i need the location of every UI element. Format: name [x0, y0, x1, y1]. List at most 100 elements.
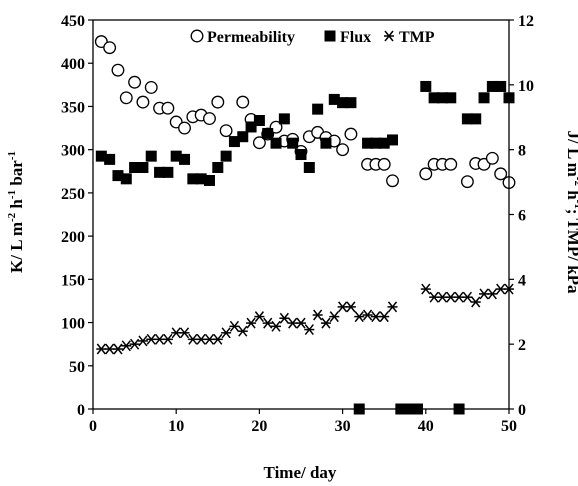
- y-right-tick-label: 10: [518, 78, 534, 95]
- y-left-tick-label: 100: [61, 316, 85, 333]
- flux-point: [145, 150, 157, 162]
- y-right-tick-label: 8: [518, 143, 526, 160]
- legend: Permeability Flux TMP: [190, 29, 435, 46]
- tmp-point: [271, 320, 282, 332]
- permeability-point: [386, 174, 399, 188]
- flux-point: [270, 137, 282, 149]
- permeability-point: [211, 95, 225, 109]
- flux-point: [170, 150, 182, 162]
- legend-flux-marker: [324, 30, 336, 42]
- y-left-tick-label: 150: [61, 272, 85, 289]
- y-left-tick-label: 400: [61, 56, 85, 73]
- permeability-point: [161, 101, 175, 115]
- y-left-tick-label: 250: [61, 186, 85, 203]
- y-left-tick-label: 450: [61, 13, 85, 30]
- ticks-layer: 0 10 20 30 40 5005010015020025030035040045002…: [61, 13, 534, 435]
- flux-point: [120, 173, 132, 185]
- permeability-point: [203, 112, 216, 125]
- permeability-point: [178, 121, 191, 135]
- legend-tmp-marker: [384, 30, 394, 42]
- permeability-point: [344, 127, 358, 141]
- tmp-point: [254, 311, 265, 323]
- flux-point: [195, 173, 207, 185]
- flux-point: [212, 161, 224, 173]
- tmp-point: [462, 291, 473, 303]
- flux-point: [478, 92, 490, 104]
- flux-point: [436, 92, 448, 104]
- flux-point: [245, 121, 257, 133]
- permeability-point: [485, 151, 499, 165]
- y-right-tick-label: 4: [518, 272, 526, 289]
- flux-point: [237, 131, 249, 143]
- flux-point: [312, 103, 324, 115]
- flux-point: [428, 92, 440, 104]
- flux-point: [179, 153, 191, 165]
- flux-point: [328, 93, 340, 105]
- tmp-point: [162, 333, 173, 345]
- y-left-tick-label: 50: [69, 359, 85, 376]
- tmp-point: [112, 343, 123, 355]
- flux-point: [112, 170, 124, 182]
- tmp-point: [420, 283, 431, 295]
- permeability-point: [444, 157, 458, 171]
- flux-point: [303, 161, 315, 173]
- flux-point: [129, 161, 141, 173]
- permeability-point: [419, 167, 433, 181]
- permeability-point: [252, 136, 266, 150]
- flux-point: [320, 137, 332, 149]
- legend-tmp-label: TMP: [399, 29, 435, 46]
- y-right-tick-label: 12: [518, 13, 534, 30]
- permeability-point: [144, 80, 158, 94]
- y-right-tick-label: 0: [518, 402, 526, 419]
- y-left-axis-title: K/ L m-2 h-1 bar-1: [6, 151, 26, 273]
- plot-frame: [92, 19, 510, 410]
- permeability-point: [460, 175, 474, 189]
- permeability-point: [128, 75, 142, 89]
- tmp-point: [121, 340, 132, 352]
- tmp-point: [304, 324, 315, 336]
- x-tick-label: 30: [335, 418, 351, 435]
- tmp-point: [345, 301, 356, 313]
- tmp-point: [379, 311, 390, 323]
- flux-point: [228, 136, 240, 148]
- tmp-point: [387, 301, 398, 313]
- permeability-point: [103, 41, 117, 55]
- flux-point: [345, 97, 357, 109]
- x-axis-title: Time/ day: [264, 463, 337, 482]
- tmp-point: [137, 335, 148, 347]
- flux-point: [295, 149, 307, 161]
- flux-point: [262, 127, 274, 139]
- permeability-point: [119, 91, 133, 105]
- tmp-point: [279, 312, 290, 324]
- permeability-point: [136, 95, 150, 109]
- tmp-point: [362, 309, 373, 321]
- y-left-tick-label: 300: [61, 143, 85, 160]
- flux-point: [486, 80, 498, 92]
- marks-layer: [94, 35, 516, 415]
- tmp-point: [320, 317, 331, 329]
- tmp-point: [487, 288, 498, 300]
- permeability-point: [336, 143, 350, 157]
- flux-point: [104, 153, 116, 165]
- y-right-axis-title: J/ L m-2 h-1; TMP/ kPa: [564, 130, 578, 294]
- tmp-point: [221, 327, 232, 339]
- tmp-point: [212, 333, 223, 345]
- flux-point: [154, 166, 166, 178]
- y-left-tick-label: 200: [61, 229, 85, 246]
- tmp-point: [229, 320, 240, 332]
- permeability-point: [111, 63, 125, 77]
- flux-point: [470, 113, 482, 125]
- y-right-tick-label: 6: [518, 208, 526, 225]
- legend-flux-label: Flux: [340, 29, 371, 46]
- tmp-point: [296, 317, 306, 329]
- flux-point: [337, 97, 349, 109]
- flux-point: [420, 80, 432, 92]
- flux-point: [187, 173, 199, 185]
- tmp-point: [262, 317, 273, 329]
- tmp-point: [329, 311, 340, 323]
- flux-point: [495, 80, 507, 92]
- y-left-tick-label: 350: [61, 99, 85, 116]
- flux-point: [445, 92, 457, 104]
- tmp-point: [470, 296, 481, 308]
- x-tick-label: 40: [418, 418, 434, 435]
